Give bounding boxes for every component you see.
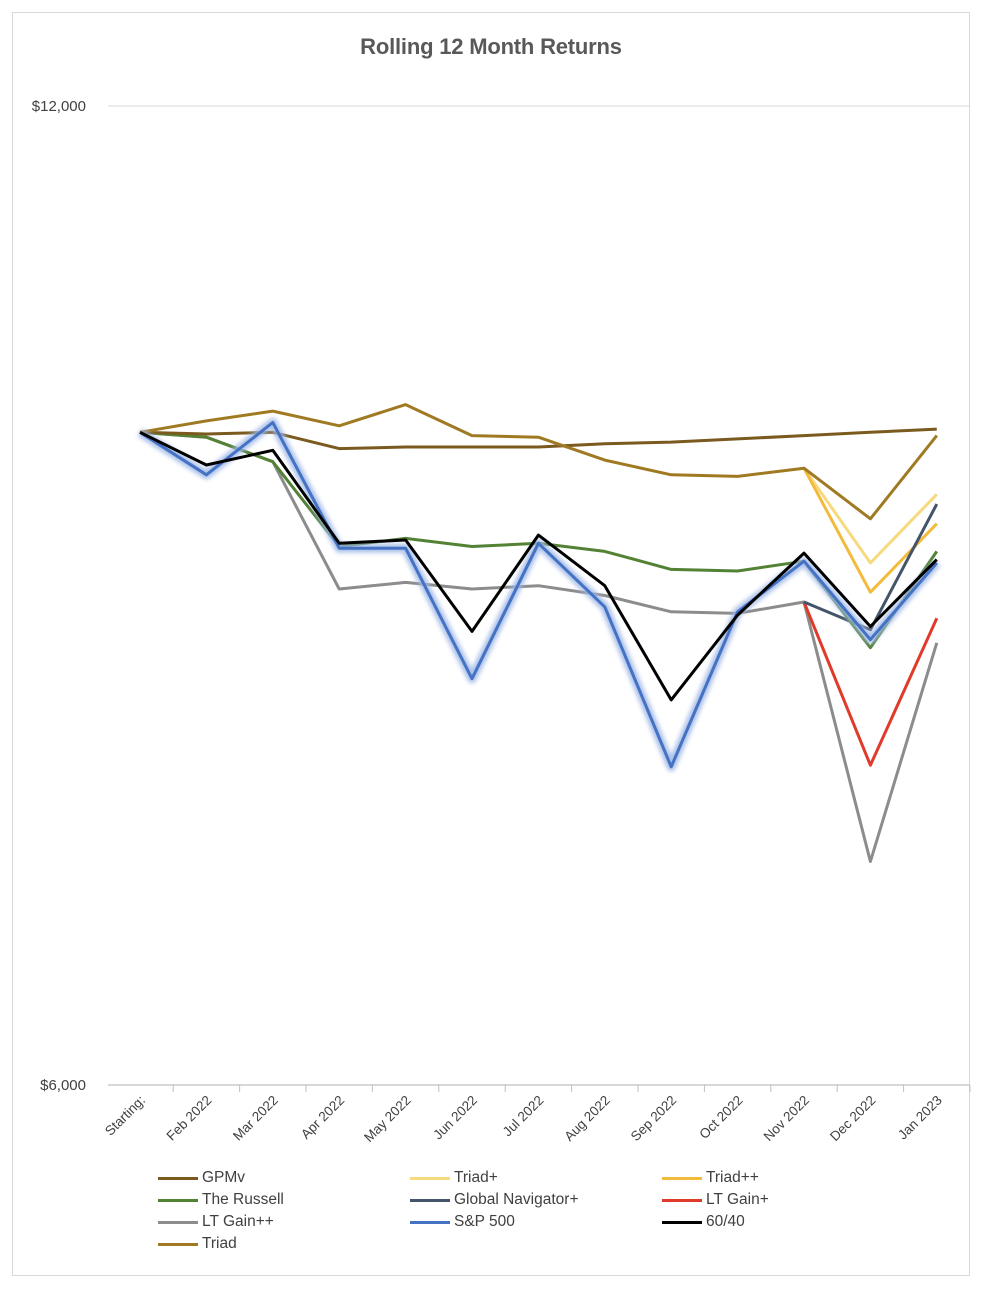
series-line-triad: [139, 403, 938, 521]
series-glow-s-p-500: [137, 418, 941, 772]
x-tick-label: Feb 2022: [164, 1093, 215, 1144]
x-tick-label: Aug 2022: [561, 1093, 612, 1144]
x-tick-label: Jul 2022: [500, 1093, 547, 1140]
x-tick-label: Sep 2022: [628, 1093, 679, 1144]
x-tick-label: May 2022: [361, 1093, 414, 1146]
x-tick-label: Jan 2023: [895, 1093, 945, 1143]
series-line-triad: [802, 467, 938, 565]
x-tick-label: Mar 2022: [230, 1093, 281, 1144]
series-line-60-40: [139, 430, 938, 702]
series-line-gpmv: [139, 427, 937, 451]
x-tick-label: Starting:: [102, 1093, 148, 1139]
x-tick-label: Nov 2022: [761, 1093, 812, 1144]
x-tick-label: Jun 2022: [430, 1093, 480, 1143]
series-line-s-p-500: [139, 421, 938, 769]
y-tick-label: $6,000: [40, 1077, 86, 1094]
series-line-lt-gain: [139, 430, 939, 863]
series-line-global-navigator: [803, 503, 939, 632]
x-tick-label: Dec 2022: [827, 1093, 878, 1144]
x-tick-label: Oct 2022: [696, 1093, 745, 1142]
y-tick-label: $12,000: [32, 98, 86, 115]
series-layer: [137, 403, 941, 863]
x-tick-label: Apr 2022: [298, 1093, 347, 1142]
chart-title: Rolling 12 Month Returns: [360, 34, 622, 59]
series-line-lt-gain: [802, 601, 939, 767]
